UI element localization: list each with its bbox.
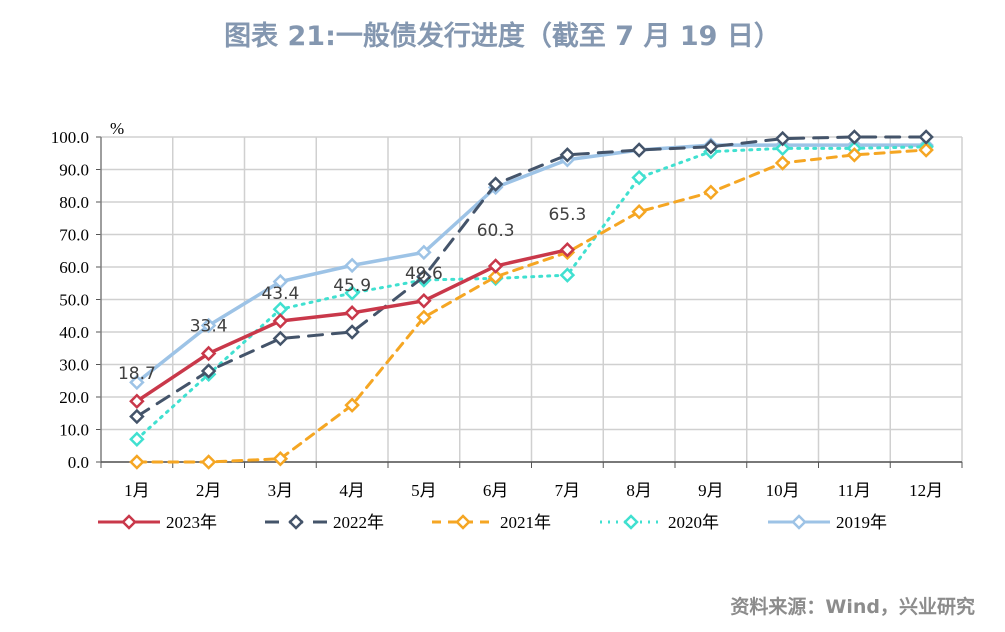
data-point-marker <box>703 138 719 155</box>
data-point-marker <box>344 257 360 274</box>
legend-label: 2020年 <box>668 513 719 532</box>
x-tick-label: 12月 <box>909 481 943 500</box>
source-note: 资料来源：Wind，兴业研究 <box>730 596 975 618</box>
legend-label: 2019年 <box>836 513 887 532</box>
data-point-marker <box>631 142 647 158</box>
data-point-marker <box>703 184 719 201</box>
legend-label: 2023年 <box>166 513 217 532</box>
data-point-marker <box>344 305 360 321</box>
y-tick-label: 90.0 <box>59 161 89 180</box>
x-tick-label: 8月 <box>626 481 652 500</box>
data-point-marker <box>487 176 504 192</box>
y-axis-unit: % <box>110 119 124 138</box>
data-label: 65.3 <box>548 205 586 225</box>
data-label: 45.9 <box>333 276 371 296</box>
data-point-marker <box>344 324 360 340</box>
y-tick-label: 70.0 <box>59 226 89 245</box>
data-label: 18.7 <box>118 364 156 384</box>
data-point-marker <box>200 345 217 362</box>
data-point-marker <box>129 393 145 409</box>
x-tick-label: 6月 <box>483 481 509 500</box>
y-tick-label: 30.0 <box>59 356 89 375</box>
x-tick-label: 7月 <box>555 481 581 500</box>
y-tick-label: 60.0 <box>59 258 89 277</box>
data-point-marker <box>416 244 432 261</box>
data-point-marker <box>272 313 289 329</box>
data-point-marker <box>774 140 791 157</box>
legend-marker <box>623 514 639 530</box>
y-tick-label: 40.0 <box>59 323 89 342</box>
data-label: 33.4 <box>190 316 228 336</box>
data-point-marker <box>272 273 289 290</box>
data-point-marker <box>631 169 647 186</box>
data-point-marker <box>631 203 647 220</box>
data-point-marker <box>129 408 145 425</box>
data-point-marker <box>559 267 576 283</box>
data-label: 43.4 <box>261 284 299 304</box>
x-tick-label: 5月 <box>411 481 437 500</box>
data-point-marker <box>774 155 791 171</box>
data-point-marker <box>129 454 145 470</box>
data-point-marker <box>200 317 217 334</box>
x-tick-label: 1月 <box>124 481 150 500</box>
y-tick-label: 10.0 <box>59 421 89 440</box>
data-point-marker <box>416 268 432 285</box>
y-tick-label: 0.0 <box>68 453 89 472</box>
y-tick-label: 100.0 <box>51 128 89 147</box>
data-point-marker <box>272 330 289 347</box>
x-tick-label: 10月 <box>766 481 800 500</box>
x-tick-label: 2月 <box>196 481 222 500</box>
data-point-marker <box>846 129 863 145</box>
data-point-marker <box>344 285 360 301</box>
x-tick-label: 9月 <box>698 481 724 500</box>
series-line-2021年 <box>135 148 928 464</box>
data-label: 49.6 <box>405 264 443 284</box>
x-tick-label: 11月 <box>838 481 871 500</box>
data-point-marker <box>487 258 504 274</box>
y-tick-label: 20.0 <box>59 388 89 407</box>
legend-marker <box>121 514 137 530</box>
data-point-marker <box>200 454 217 470</box>
data-point-marker <box>918 129 934 145</box>
y-tick-label: 50.0 <box>59 291 89 310</box>
data-point-marker <box>559 147 576 163</box>
series-line-2022年 <box>135 135 928 418</box>
chart-title: 图表 21:一般债发行进度（截至 7 月 19 日） <box>224 21 781 52</box>
x-tick-label: 4月 <box>339 481 365 500</box>
data-point-marker <box>846 147 863 163</box>
data-point-marker <box>200 363 217 379</box>
legend-marker <box>288 514 304 530</box>
legend-marker <box>455 514 471 530</box>
data-point-marker <box>774 130 791 147</box>
data-point-marker <box>918 142 934 158</box>
series-line-2020年 <box>135 145 928 441</box>
data-point-marker <box>559 242 576 258</box>
data-point-marker <box>272 450 289 467</box>
y-tick-label: 80.0 <box>59 193 89 212</box>
data-point-marker <box>416 309 432 326</box>
x-tick-label: 3月 <box>268 481 294 500</box>
legend-marker <box>791 514 807 530</box>
data-point-marker <box>129 431 145 448</box>
data-point-marker <box>129 374 145 391</box>
data-point-marker <box>416 293 432 309</box>
data-point-marker <box>487 268 504 285</box>
legend-label: 2021年 <box>500 513 551 532</box>
series-line-2019年 <box>135 143 928 385</box>
legend-label: 2022年 <box>333 513 384 532</box>
data-point-marker <box>344 397 360 413</box>
data-label: 60.3 <box>477 221 515 241</box>
